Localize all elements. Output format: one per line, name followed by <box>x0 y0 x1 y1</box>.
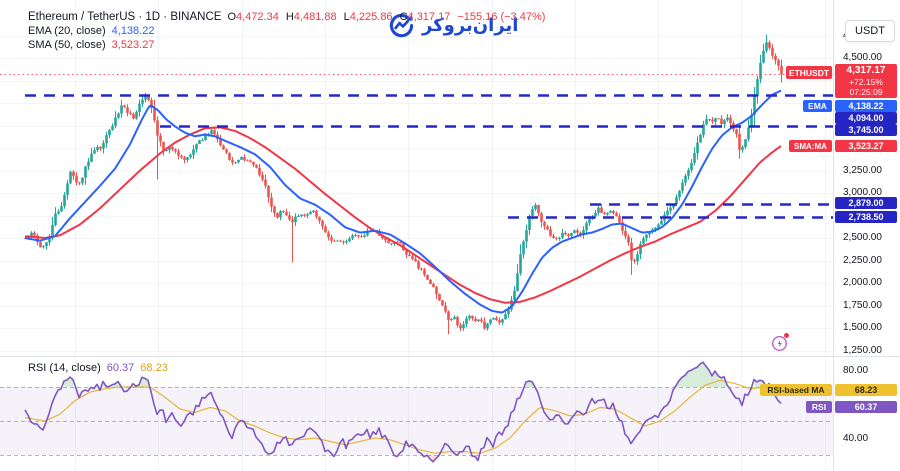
rsi-ma-value-box: 68.23 <box>835 384 897 396</box>
sma-label: SMA (50, close) <box>28 39 106 51</box>
price-tick-label: 2,500.00 <box>843 232 882 243</box>
lightning-indicator-icon[interactable] <box>771 333 789 352</box>
brand-name: ایران‌بروکر <box>422 15 519 36</box>
price-tick-label: 2,000.00 <box>843 277 882 288</box>
rsi-ma-value: 68.23 <box>140 362 168 374</box>
close-label: C <box>399 11 408 23</box>
symbol-legend-row[interactable]: Ethereum / TetherUS · 1D · BINANCE O4,47… <box>28 10 545 24</box>
ema-price-box: 4,138.22 <box>835 100 897 112</box>
brand-logo-icon <box>389 13 414 38</box>
last-price-change: +72.15% <box>849 76 883 87</box>
sma-price-box: 3,523.27 <box>835 140 897 152</box>
price-tick-label: 2,250.00 <box>843 254 882 266</box>
symbol-title: Ethereum / TetherUS · 1D · BINANCE <box>28 11 222 23</box>
open-label: O <box>227 11 236 23</box>
high-label: H <box>285 11 294 23</box>
ema-label: EMA (20, close) <box>28 25 106 37</box>
ema-legend-row[interactable]: EMA (20, close) 4,138.22 <box>28 24 545 38</box>
ohlc-values: O4,472.34 H4,481.88 L4,225.86 C4,317.17 … <box>227 11 545 23</box>
ema-price-tag: EMA <box>803 100 832 112</box>
sma-price-tag: SMA:MA <box>789 140 832 152</box>
rsi-value-box: 60.37 <box>835 401 897 413</box>
rsi-tick-label: 80.00 <box>843 365 869 376</box>
level-price-box: 3,745.00 <box>835 124 897 136</box>
price-tick-label: 1,500.00 <box>843 322 882 333</box>
rsi-legend-row[interactable]: RSI (14, close) 60.37 68.23 <box>28 361 168 375</box>
low-value: 4,225.86 <box>349 11 393 23</box>
last-price-value: 4,317.17 <box>846 64 886 76</box>
low-label: L <box>343 11 350 23</box>
price-tick-label: 4,500.00 <box>843 52 882 63</box>
notification-dot <box>784 333 789 338</box>
lightning-bolt-icon <box>771 335 788 352</box>
open-value: 4,472.34 <box>236 11 279 23</box>
rsi-ma-tag: RSI-based MA <box>760 384 832 396</box>
symbol-price-tag: ETHUSDT <box>786 66 832 79</box>
change-value: −155.16 (−3.47%) <box>457 11 546 23</box>
sma-legend-row[interactable]: SMA (50, close) 3,523.27 <box>28 38 545 52</box>
rsi-value: 60.37 <box>106 362 135 374</box>
close-value: 4,317.17 <box>407 11 451 23</box>
price-tick-label: 3,250.00 <box>843 164 882 176</box>
sma-value: 3,523.27 <box>111 39 155 51</box>
currency-toggle-button[interactable]: USDT <box>845 20 895 42</box>
rsi-tag: RSI <box>806 401 832 413</box>
price-tick-label: 3,000.00 <box>843 187 882 198</box>
brand-watermark: ایران‌بروکر <box>388 12 519 39</box>
level-price-box: 2,879.00 <box>835 197 897 209</box>
price-tick-label: 1,250.00 <box>843 344 882 356</box>
bar-countdown: 07:25:09 <box>849 87 883 97</box>
rsi-tick-label: 40.00 <box>843 433 869 444</box>
last-price-box: 4,317.17 +72.15% 07:25:09 <box>835 64 897 98</box>
level-price-box: 2,738.50 <box>835 211 897 223</box>
rsi-label: RSI (14, close) <box>28 362 101 374</box>
rsi-legend: RSI (14, close) 60.37 68.23 <box>28 361 168 375</box>
price-tick-label: 1,750.00 <box>843 299 882 311</box>
chart-legend: Ethereum / TetherUS · 1D · BINANCE O4,47… <box>28 10 545 52</box>
level-price-box: 4,094.00 <box>835 112 897 124</box>
ema-value: 4,138.22 <box>111 25 155 37</box>
high-value: 4,481.88 <box>293 11 337 23</box>
